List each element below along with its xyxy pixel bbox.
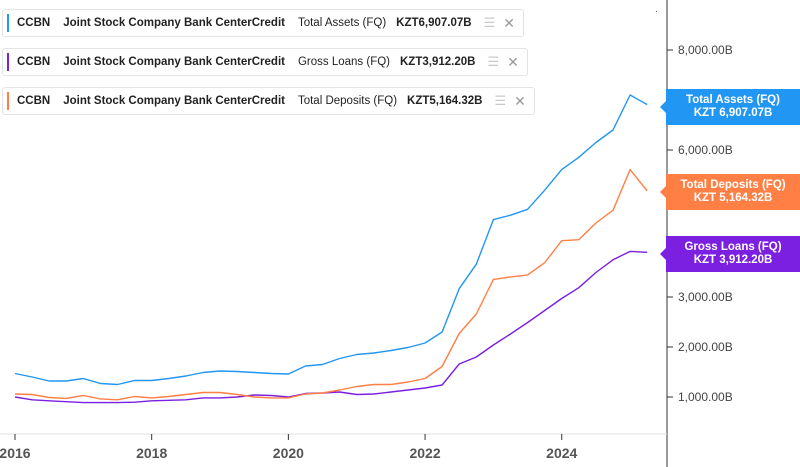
end-label-pointer <box>660 186 666 198</box>
x-tick-label: 2018 <box>136 445 167 461</box>
end-label-pointer <box>660 101 666 113</box>
legend-metric: Total Assets (FQ) <box>297 17 387 29</box>
legend-company: Joint Stock Company Bank CenterCredit <box>63 56 285 68</box>
end-label-value: KZT 3,912.20B <box>693 254 773 266</box>
x-tick-label: 2024 <box>546 445 577 461</box>
series-line-total-assets-fq <box>14 94 648 386</box>
y-tick-label: 6,000.00B <box>678 143 733 157</box>
y-tick-label: 8,000.00B <box>678 43 733 57</box>
end-label-title: Total Deposits (FQ) <box>680 179 786 191</box>
legend-value: KZT5,164.32B <box>407 95 483 107</box>
legend-value: KZT3,912.20B <box>400 56 476 68</box>
layers-icon[interactable]: ☰ <box>494 93 507 108</box>
y-tick-label: 2,000.00B <box>678 340 733 354</box>
end-label-title: Gross Loans (FQ) <box>684 241 782 253</box>
end-label-gross-loans: Gross Loans (FQ) KZT 3,912.20B <box>660 236 800 272</box>
x-tick-label: 2016 <box>0 445 31 461</box>
legend-value: KZT6,907.07B <box>396 17 472 29</box>
series-layer <box>14 94 648 404</box>
top-marker: . <box>655 4 658 15</box>
close-icon[interactable]: ✕ <box>507 53 519 70</box>
legend-row-gross-loans[interactable]: CCBN Joint Stock Company Bank CenterCred… <box>2 48 528 76</box>
x-tick-label: 2020 <box>273 445 304 461</box>
legend-row-total-assets[interactable]: CCBN Joint Stock Company Bank CenterCred… <box>2 9 524 37</box>
legend-ticker: CCBN <box>17 17 51 29</box>
close-icon[interactable]: ✕ <box>514 92 526 109</box>
end-label-total-assets: Total Assets (FQ) KZT 6,907.07B <box>660 89 800 125</box>
y-tick-label: 1,000.00B <box>678 390 733 404</box>
close-icon[interactable]: ✕ <box>503 14 515 31</box>
legend-metric: Gross Loans (FQ) <box>297 56 390 68</box>
legend-swatch <box>7 14 9 32</box>
legend-ticker: CCBN <box>17 56 51 68</box>
end-label-total-deposits: Total Deposits (FQ) KZT 5,164.32B <box>660 174 800 210</box>
legend-ticker: CCBN <box>17 95 51 107</box>
end-label-title: Total Assets (FQ) <box>686 94 780 106</box>
legend-company: Joint Stock Company Bank CenterCredit <box>63 95 285 107</box>
y-tick-label: 3,000.00B <box>678 290 733 304</box>
legend-company: Joint Stock Company Bank CenterCredit <box>63 17 285 29</box>
layers-icon[interactable]: ☰ <box>487 54 500 69</box>
end-label-value: KZT 6,907.07B <box>693 107 773 119</box>
end-label-value: KZT 5,164.32B <box>693 192 773 204</box>
legend-swatch <box>7 53 9 71</box>
legend-swatch <box>7 92 9 110</box>
legend-row-total-deposits[interactable]: CCBN Joint Stock Company Bank CenterCred… <box>2 87 535 115</box>
end-label-pointer <box>660 248 666 260</box>
x-tick-label: 2022 <box>409 445 440 461</box>
series-line-gross-loans-fq <box>14 250 648 404</box>
legend-metric: Total Deposits (FQ) <box>297 95 398 107</box>
layers-icon[interactable]: ☰ <box>483 15 496 30</box>
series-line-total-deposits-fq <box>14 168 648 401</box>
